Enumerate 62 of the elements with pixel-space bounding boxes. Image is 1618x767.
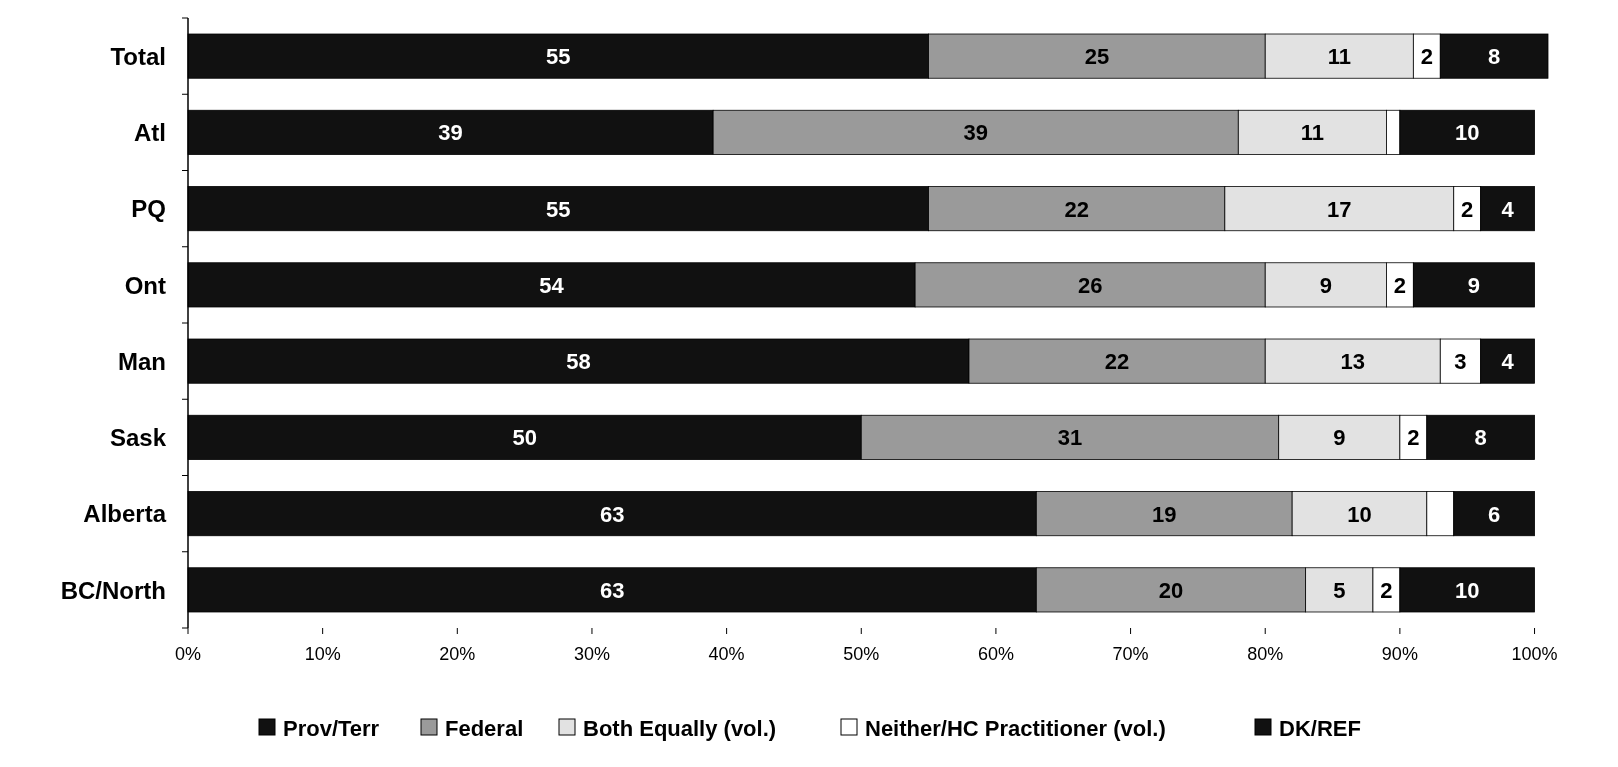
x-tick-label: 40% — [708, 644, 745, 664]
x-tick-label: 50% — [843, 644, 880, 664]
data-label: 63 — [599, 577, 625, 603]
data-label: 2 — [1380, 577, 1393, 603]
data-label: 11 — [1327, 44, 1351, 70]
data-label: 58 — [566, 349, 591, 375]
data-label: 55 — [546, 196, 571, 222]
data-label: 10 — [1347, 501, 1372, 527]
data-label: 22 — [1064, 196, 1089, 222]
data-label: 2 — [1461, 196, 1474, 222]
data-label: 31 — [1057, 425, 1083, 451]
data-label: 6 — [1488, 501, 1501, 527]
data-label: 4 — [1501, 349, 1515, 375]
legend-label: Prov/Terr — [283, 715, 380, 741]
data-label: 50 — [512, 425, 537, 451]
data-label: 9 — [1319, 272, 1332, 298]
x-tick-label: 20% — [439, 644, 476, 664]
data-label: 20 — [1158, 577, 1184, 603]
data-label: 5 — [1333, 577, 1346, 603]
x-tick-label: 100% — [1511, 644, 1558, 664]
y-tick-label: Sask — [109, 424, 167, 452]
data-label: 11 — [1300, 120, 1324, 146]
data-label: 2 — [1393, 272, 1407, 298]
legend-label: DK/REF — [1279, 715, 1361, 741]
data-label: 2 — [1407, 425, 1420, 451]
data-label: 63 — [599, 501, 625, 527]
y-tick-label: Atl — [134, 119, 166, 147]
data-label: 8 — [1474, 425, 1487, 451]
x-tick-label: 60% — [977, 644, 1014, 664]
data-label: 17 — [1327, 196, 1352, 222]
data-label: 26 — [1077, 272, 1103, 298]
data-label: 10 — [1454, 120, 1480, 146]
y-tick-label: Total — [110, 42, 166, 70]
y-tick-label: BC/North — [60, 576, 166, 604]
y-tick-label: Alberta — [83, 500, 167, 528]
data-label: 39 — [963, 120, 988, 146]
data-label: 13 — [1340, 349, 1365, 375]
data-label: 55 — [546, 44, 571, 70]
data-label: 25 — [1084, 44, 1110, 70]
x-tick-label: 70% — [1112, 644, 1149, 664]
data-label: 19 — [1152, 501, 1177, 527]
legend-label: Neither/HC Practitioner (vol.) — [865, 715, 1166, 741]
data-label: 3 — [1454, 349, 1467, 375]
data-label: 8 — [1488, 44, 1501, 70]
x-tick-label: 80% — [1247, 644, 1284, 664]
data-label: 39 — [438, 120, 463, 146]
data-label: 22 — [1104, 349, 1130, 375]
data-label: 2 — [1420, 44, 1433, 70]
x-tick-label: 10% — [304, 644, 341, 664]
x-tick-label: 0% — [174, 644, 202, 664]
data-label: 9 — [1467, 272, 1481, 298]
data-label: 9 — [1333, 425, 1346, 451]
data-label: 54 — [539, 272, 565, 298]
x-tick-label: 30% — [573, 644, 610, 664]
data-label: 10 — [1454, 577, 1480, 603]
legend-label: Federal — [445, 715, 524, 741]
y-tick-label: Man — [118, 347, 166, 375]
y-tick-label: PQ — [131, 195, 166, 223]
y-tick-label: Ont — [124, 271, 166, 299]
data-label: 4 — [1501, 196, 1515, 222]
x-tick-label: 90% — [1381, 644, 1418, 664]
legend-label: Both Equally (vol.) — [583, 715, 777, 741]
